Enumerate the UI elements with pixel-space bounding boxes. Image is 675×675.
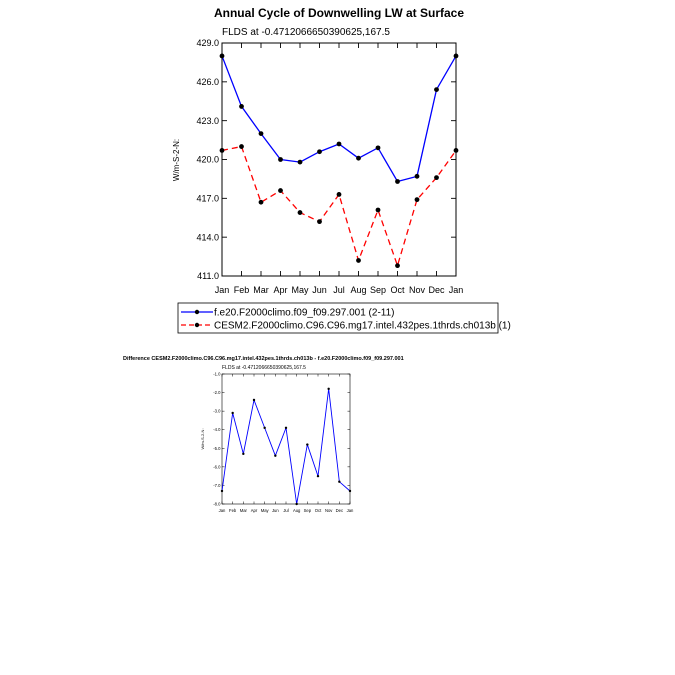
main-chart-subtitle: FLDS at -0.4712066650390625,167.5 [222,27,390,38]
main-xtick-label: Jan [215,285,230,295]
main-point-s2-0 [219,148,225,153]
main-xtick-label: Dec [428,285,445,295]
diff-chart-title: Difference CESM2.F2000climo.C96.C96.mg17… [123,356,404,362]
main-ytick-label: 423.0 [196,116,219,126]
main-point-s1-12 [453,53,459,59]
main-point-s1-6 [336,141,342,147]
diff-point-s1-2 [242,452,245,456]
main-point-s2-9 [395,263,400,269]
diff-ytick-label: -2.0 [213,390,221,395]
diff-point-s1-9 [316,474,320,478]
main-chart-ylabel: W/m-S-2-N: [172,139,181,181]
diff-xtick-label: Sep [304,508,312,513]
diff-ytick-label: -7.0 [213,483,221,488]
main-point-s1-8 [375,145,381,151]
diff-xtick-label: May [261,508,270,513]
diff-point-s1-11 [338,480,341,483]
diff-series-line-1 [221,388,351,505]
diff-chart-ylabel: W/m-S-2-N: [200,428,205,449]
diff-point-s1-0 [220,489,224,493]
main-ytick-label: 414.0 [196,232,219,242]
main-point-s1-7 [356,155,361,161]
diff-xtick-label: Dec [336,508,343,513]
diff-plot-frame [221,373,351,505]
main-point-s1-2 [258,131,264,137]
main-xtick-label: May [291,285,309,295]
diff-xtick-label: Mar [240,508,248,513]
main-point-s1-9 [395,179,400,184]
main-point-s2-2 [258,199,264,205]
main-xtick-label: Aug [350,285,366,295]
main-point-s2-5 [317,219,322,225]
diff-xtick-label: Feb [229,508,237,513]
main-point-s2-1 [239,144,244,149]
main-point-s1-5 [317,149,322,155]
diff-point-s1-5 [274,454,277,457]
main-point-s1-0 [219,53,225,59]
main-point-s2-7 [356,258,361,263]
main-point-s1-11 [434,87,439,92]
diff-point-s1-3 [252,398,256,402]
main-ytick-label: 429.0 [196,38,219,48]
main-point-s1-1 [239,104,244,109]
main-chart-title: Annual Cycle of Downwelling LW at Surfac… [214,6,464,20]
diff-ytick-label: -6.0 [213,464,221,469]
main-xtick-label: Jul [333,285,345,295]
main-point-s1-10 [414,173,420,179]
diff-xtick-label: Oct [315,508,322,513]
main-point-s2-10 [414,197,420,203]
main-xtick-label: Apr [273,285,287,295]
main-series-line-1 [221,55,457,183]
main-chart-layer: 429.0 426.0 423.0 420.0 417.0 414.0 411.0 Jan Fe… [196,38,463,295]
main-point-s2-12 [453,148,459,153]
diff-ytick-label: -1.0 [213,371,221,376]
diff-point-s1-12 [348,489,352,493]
main-ytick-label: 417.0 [196,193,219,203]
main-xtick-label: Jan [449,285,464,295]
diff-xtick-label: Nov [325,508,333,513]
diff-point-s1-4 [263,426,266,430]
diff-ytick-label: -4.0 [213,427,221,432]
main-point-s2-4 [297,210,303,215]
diff-point-s1-10 [327,387,330,391]
diff-chart-subtitle: FLDS at -0.4712066650390625,167.5 [222,365,306,371]
main-ytick-label: 420.0 [196,155,219,165]
diff-ytick-label: -5.0 [213,446,221,451]
diff-xtick-label: Jun [272,508,279,513]
legend-label-series-2: CESM2.F2000climo.C96.C96.mg17.intel.432p… [214,321,511,332]
diff-point-s1-7 [295,502,298,506]
main-xtick-label: Sep [370,285,386,295]
diff-point-s1-1 [231,411,234,415]
main-xtick-label: Feb [234,285,250,295]
main-ytick-label: 411.0 [197,271,219,281]
legend-marker-series-2 [194,322,200,328]
main-xtick-label: Nov [409,285,426,295]
diff-xtick-label: Jul [283,508,288,513]
main-ytick-label: 426.0 [196,77,219,87]
main-point-s1-4 [297,159,303,165]
legend-label-series-1: f.e20.F2000climo.f09_f09.297.001 (2-11) [214,308,395,319]
diff-xtick-label: Aug [293,508,301,513]
diff-xtick-label: Jan [347,508,354,513]
main-xtick-label: Jun [312,285,327,295]
main-point-s1-3 [278,157,283,162]
diff-point-s1-8 [306,443,309,446]
main-xtick-label: Mar [253,285,269,295]
main-xtick-label: Oct [390,285,405,295]
main-point-s2-11 [434,175,439,181]
main-point-s2-3 [278,188,283,193]
legend-box [177,302,499,334]
diff-xtick-label: Jan [219,508,226,513]
main-series-line-2 [221,145,457,268]
diff-point-s1-6 [284,426,288,430]
main-point-s2-6 [336,192,342,197]
main-point-s2-8 [375,207,381,213]
diff-ytick-label: -3.0 [213,409,221,414]
legend-marker-series-1 [194,309,200,315]
diff-xtick-label: Apr [251,508,258,513]
diff-ytick-label: -8.0 [213,501,221,506]
